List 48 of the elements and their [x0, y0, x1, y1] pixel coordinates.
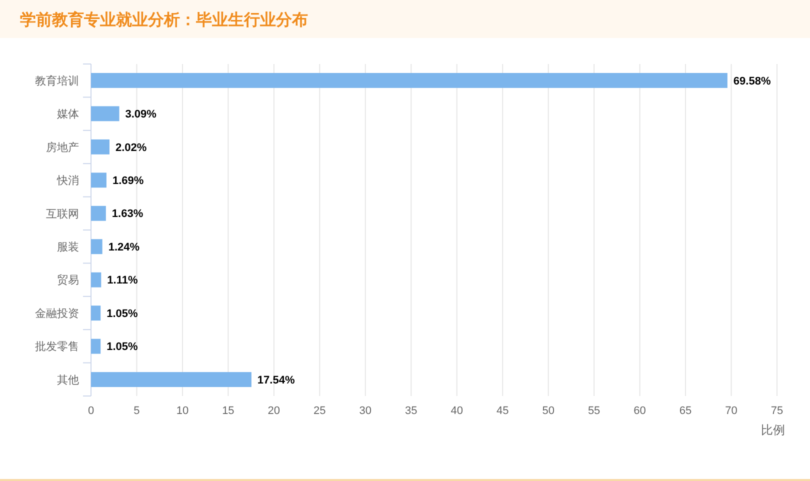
- data-label: 2.02%: [115, 142, 147, 154]
- x-tick-label: 40: [450, 405, 463, 417]
- y-tick-label: 媒体: [57, 108, 79, 121]
- data-label: 1.69%: [112, 175, 144, 187]
- bar: [91, 72, 728, 88]
- data-label: 3.09%: [125, 108, 157, 121]
- x-tick-label: 70: [725, 405, 738, 417]
- bar: [91, 172, 106, 188]
- y-tick-label: 房地产: [46, 140, 79, 154]
- y-tick-label: 贸易: [57, 274, 79, 287]
- y-tick-label: 快消: [56, 174, 79, 188]
- bar: [91, 106, 120, 122]
- x-tick-label: 20: [268, 405, 280, 417]
- bar: [91, 206, 106, 221]
- bar: [91, 272, 102, 288]
- x-tick-label: 10: [176, 405, 189, 417]
- x-tick-label: 75: [770, 405, 784, 417]
- x-tick-label: 0: [88, 405, 94, 417]
- bar: [91, 139, 110, 154]
- data-label: 1.24%: [108, 241, 140, 254]
- y-tick-label: 金融投资: [35, 308, 79, 320]
- x-tick-label: 55: [588, 405, 600, 417]
- x-tick-label: 60: [634, 405, 646, 417]
- y-tick-label: 教育培训: [35, 74, 79, 88]
- bar: [91, 372, 252, 388]
- x-axis-title: 比例: [761, 423, 785, 437]
- data-label: 1.05%: [106, 341, 138, 354]
- bar: [91, 306, 101, 321]
- chart-title: 学前教育专业就业分析：毕业生行业分布: [20, 10, 308, 29]
- y-tick-label: 其他: [57, 373, 79, 386]
- data-label: 17.54%: [257, 374, 295, 386]
- data-label: 1.63%: [112, 208, 144, 220]
- y-tick-label: 服装: [57, 240, 79, 254]
- y-tick-label: 批发零售: [35, 341, 79, 354]
- x-tick-label: 65: [679, 405, 692, 417]
- data-label: 1.05%: [106, 308, 138, 320]
- x-tick-label: 30: [359, 405, 372, 417]
- y-tick-label: 互联网: [46, 208, 79, 220]
- data-label: 1.11%: [107, 274, 138, 287]
- x-tick-label: 45: [496, 405, 509, 417]
- bar: [91, 239, 102, 254]
- x-tick-label: 35: [405, 405, 418, 417]
- x-tick-label: 5: [134, 405, 140, 417]
- data-label: 69.58%: [733, 75, 771, 88]
- x-tick-label: 15: [222, 405, 234, 417]
- x-tick-label: 25: [314, 405, 326, 417]
- x-tick-label: 50: [542, 405, 554, 417]
- bar: [91, 338, 101, 354]
